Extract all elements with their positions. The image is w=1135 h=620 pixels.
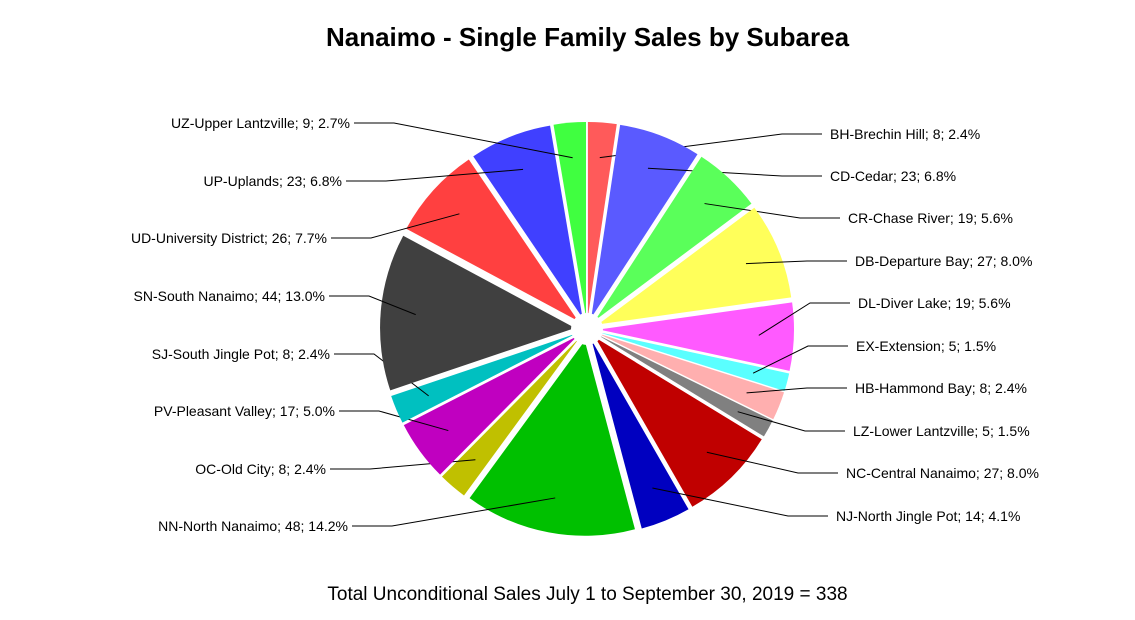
pie-slice-hb [598,333,785,420]
slice-label: DB-Departure Bay; 27; 8.0% [855,253,1032,269]
pie-slice-pv [403,336,578,475]
slice-label: NJ-North Jingle Pot; 14; 4.1% [836,508,1020,524]
pie-slice-uz [553,122,586,318]
leader-line [346,168,524,182]
pie-slice-dl [598,302,794,371]
pie-slice-cd [591,124,698,318]
slice-label: UZ-Upper Lantzville; 9; 2.7% [171,115,350,131]
leader-line [704,203,840,219]
leader-line [746,387,847,394]
slice-label: CD-Cedar; 23; 6.8% [830,168,956,184]
pie-slice-db [598,207,792,325]
leader-line [706,451,838,474]
leader-line [339,410,449,432]
slice-label: DL-Diver Lake; 19; 5.6% [858,295,1011,311]
chart-title: Nanaimo - Single Family Sales by Subarea [325,22,850,52]
pie-slice-up [473,125,583,318]
leader-line [752,345,848,374]
pie-slice-sn [380,235,576,391]
pie-slice-lz [597,334,773,437]
slice-label: UP-Uplands; 23; 6.8% [203,173,342,189]
slice-label: SN-South Nanaimo; 44; 13.0% [134,288,325,304]
slice-label: UD-University District; 26; 7.7% [131,230,327,246]
slice-label: OC-Old City; 8; 2.4% [195,461,326,477]
leader-line [354,122,573,159]
slice-label: LZ-Lower Lantzville; 5; 1.5% [853,423,1030,439]
pie-slice-nn [469,340,635,536]
slice-label: SJ-South Jingle Pot; 8; 2.4% [152,346,330,362]
leader-line [745,260,847,265]
slice-label: NC-Central Nanaimo; 27; 8.0% [846,465,1039,481]
pie-slice-ud [406,159,579,321]
leader-line [331,213,460,239]
slice-label: NN-North Nanaimo; 48; 14.2% [158,518,348,534]
leader-line [758,302,850,336]
slice-label: EX-Extension; 5; 1.5% [856,338,996,354]
pie-slice-sj [391,333,576,423]
pie-slice-cr [595,156,752,321]
slice-label: HB-Hammond Bay; 8; 2.4% [855,380,1027,396]
leader-line [737,411,845,432]
pie-slice-ex [598,332,790,391]
leader-line [352,497,556,527]
pie-slice-bh [587,122,617,318]
slice-label: PV-Pleasant Valley; 17; 5.0% [154,403,335,419]
pie-slice-nc [595,337,762,507]
pie-slice-oc [441,338,580,496]
slice-label: CR-Chase River; 19; 5.6% [848,210,1013,226]
slice-label: BH-Brechin Hill; 8; 2.4% [830,126,980,142]
pie-center-gap [571,313,603,345]
leader-line [329,295,416,316]
leader-line [652,487,828,517]
chart-footer: Total Unconditional Sales July 1 to Sept… [327,584,848,605]
pie-slice-nj [591,340,689,529]
